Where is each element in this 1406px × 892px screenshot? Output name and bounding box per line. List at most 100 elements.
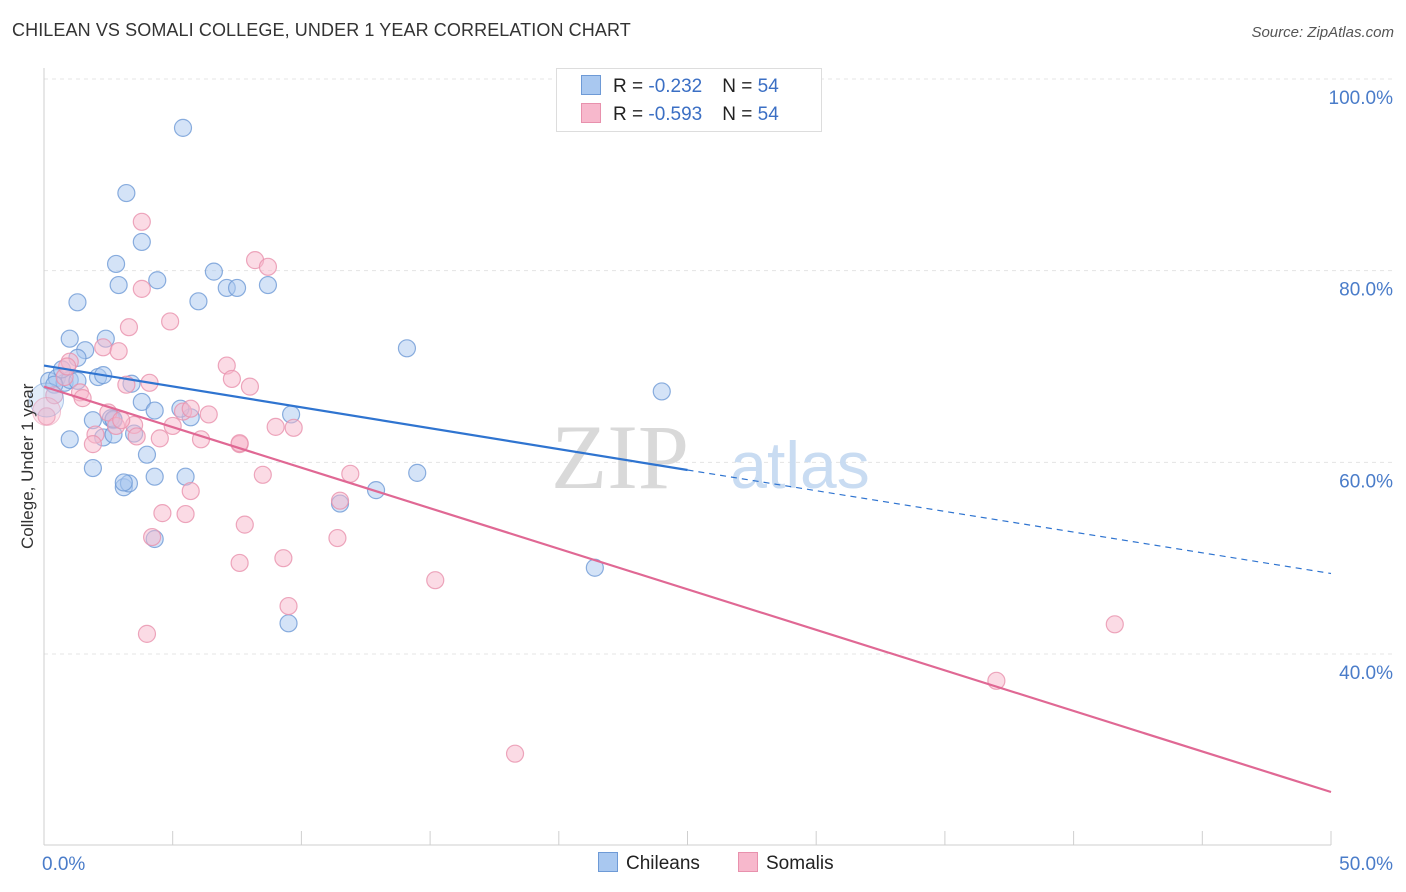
somali-point (132, 279, 151, 298)
somali-point (161, 312, 180, 331)
somali-point (132, 212, 151, 231)
somali-point (284, 418, 303, 437)
chilean-point (227, 278, 247, 298)
legend-row-somalis: R = -0.593 N = 54 (581, 103, 779, 126)
chilean-point (397, 339, 417, 358)
somali-point (163, 416, 182, 436)
somali-point (83, 435, 103, 454)
legend-label-somalis: Somalis (766, 853, 834, 874)
watermark-zip: ZIP (551, 406, 689, 508)
legend-n-label: N = (722, 76, 758, 97)
somali-point (37, 407, 56, 426)
chileans-trend-line (43, 364, 688, 472)
chilean-point (258, 275, 278, 295)
somali-point (253, 465, 272, 484)
legend-item-chileans[interactable]: Chileans (598, 852, 700, 875)
somali-point (58, 357, 77, 376)
somalis-legend-swatch (738, 852, 758, 872)
chilean-point (189, 292, 208, 311)
y-tick-label: 100.0% (1329, 88, 1394, 109)
somali-point (181, 399, 200, 418)
somali-point (328, 528, 347, 548)
somali-point (274, 549, 293, 568)
legend-r-value: -0.232 (648, 76, 703, 97)
chilean-point (60, 329, 79, 348)
somalis-trend-line (43, 385, 1332, 794)
somali-point (426, 571, 445, 590)
tick-labels: 40.0% 60.0% 80.0% 100.0% 0.0% 50.0% (42, 88, 1393, 875)
legend-label-chileans: Chileans (626, 853, 700, 874)
watermark-atlas: atlas (730, 428, 869, 502)
chilean-point (145, 401, 164, 420)
somali-point (240, 377, 260, 396)
somali-point (119, 318, 139, 337)
legend-r-label: R = (613, 76, 649, 97)
somali-point (222, 369, 242, 389)
somali-point (330, 491, 350, 510)
y-tick-label: 60.0% (1339, 471, 1393, 492)
somali-point (235, 515, 254, 534)
chilean-point (117, 183, 136, 203)
source-label: Source: ZipAtlas.com (1251, 24, 1394, 41)
somali-point (181, 481, 200, 501)
chilean-point (132, 392, 151, 412)
somali-point (258, 257, 278, 276)
legend-n-value: 54 (757, 104, 779, 125)
somali-point (341, 464, 360, 483)
somali-point (150, 429, 169, 448)
somali-point (279, 596, 298, 616)
chilean-point (109, 275, 128, 295)
chilean-point (148, 271, 167, 290)
chilean-point (114, 473, 133, 492)
legend-n-label: N = (722, 104, 758, 125)
legend-r-label: R = (613, 104, 649, 125)
somali-point (112, 411, 131, 430)
chilean-point (137, 445, 157, 464)
somali-point (127, 427, 146, 446)
trend-lines (43, 364, 1332, 794)
somali-point (505, 744, 525, 763)
legend-item-somalis[interactable]: Somalis (738, 852, 834, 875)
somali-point (199, 405, 218, 424)
chileans-swatch (581, 75, 601, 95)
chilean-point (29, 382, 65, 418)
axes (43, 68, 1332, 846)
y-tick-label: 80.0% (1339, 280, 1393, 301)
legend-row-chileans: R = -0.232 N = 54 (581, 75, 779, 98)
x-tick-label: 0.0% (42, 854, 85, 875)
chilean-point (204, 262, 223, 281)
chilean-point (132, 232, 151, 252)
chart-title: CHILEAN VS SOMALI COLLEGE, UNDER 1 YEAR … (12, 20, 631, 40)
y-axis-label-wrap: College, Under 1 year (18, 384, 38, 749)
legend-n-value: 54 (757, 76, 779, 97)
somali-point (176, 504, 195, 524)
data-points (29, 118, 1124, 763)
somali-point (1105, 615, 1124, 634)
chilean-point (173, 118, 193, 137)
chilean-point (68, 293, 87, 312)
somali-point (230, 553, 249, 573)
y-axis-label: College, Under 1 year (18, 383, 37, 549)
chilean-point (106, 254, 126, 274)
somali-point (109, 342, 128, 361)
chilean-point (279, 614, 298, 633)
somali-point (137, 624, 157, 643)
somali-point (266, 417, 285, 436)
chileans-trend-extension (687, 469, 1332, 575)
chilean-point (145, 467, 164, 486)
stats-legend: R = -0.232 N = 54 R = -0.593 N = 54 (556, 68, 822, 132)
somali-point (94, 338, 113, 357)
chilean-point (408, 463, 427, 482)
chilean-point (60, 430, 79, 449)
somali-point (153, 504, 172, 523)
somali-point (32, 397, 62, 427)
y-tick-label: 40.0% (1339, 663, 1393, 684)
chilean-point (652, 382, 671, 401)
somali-point (143, 527, 162, 547)
chileans-legend-swatch (598, 852, 618, 872)
chilean-point (83, 458, 103, 478)
legend-r-value: -0.593 (648, 104, 703, 125)
x-tick-label: 50.0% (1339, 854, 1393, 875)
somalis-swatch (581, 103, 601, 123)
